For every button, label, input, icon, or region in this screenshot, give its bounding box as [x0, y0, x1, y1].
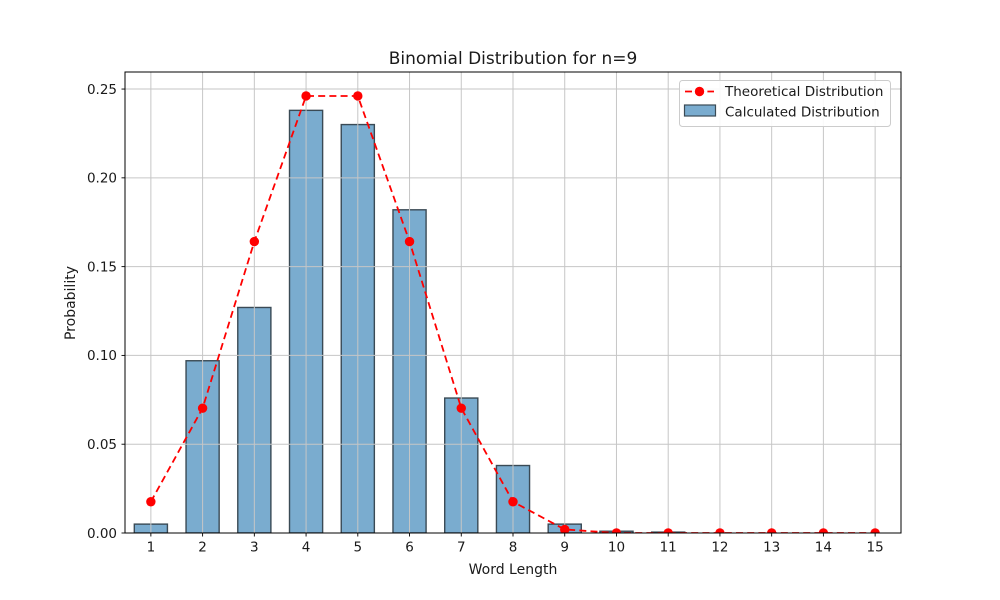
- y-tick-label: 0.10: [87, 348, 117, 364]
- y-tick-label: 0.20: [87, 171, 117, 187]
- y-tick-label: 0.25: [87, 82, 117, 98]
- x-axis-label: Word Length: [469, 562, 558, 578]
- legend-circle-marker-icon: [694, 86, 705, 97]
- x-tick-label: 1: [147, 540, 156, 556]
- theoretical-marker: [715, 528, 725, 533]
- x-tick-label: 13: [763, 540, 780, 556]
- y-tick-label: 0.15: [87, 259, 117, 275]
- x-tick-label: 6: [405, 540, 414, 556]
- theoretical-marker: [249, 236, 260, 247]
- x-tick-label: 5: [354, 540, 363, 556]
- theoretical-marker: [146, 497, 156, 507]
- theoretical-marker: [353, 91, 363, 101]
- x-tick-label: 9: [560, 540, 569, 556]
- x-tick-label: 7: [457, 540, 466, 556]
- theoretical-marker: [301, 91, 311, 101]
- y-axis-label: Probability: [63, 266, 79, 340]
- x-tick-label: 12: [711, 540, 728, 556]
- theoretical-marker: [508, 497, 518, 507]
- legend-entry-calculated: Calculated Distribution: [725, 105, 880, 121]
- x-tick-label: 10: [608, 540, 625, 556]
- x-tick-label: 15: [867, 540, 884, 556]
- x-tick-label: 4: [302, 540, 311, 556]
- x-tick-label: 3: [250, 540, 259, 556]
- legend-entry-theoretical: Theoretical Distribution: [724, 84, 883, 100]
- theoretical-marker: [197, 403, 208, 413]
- x-tick-label: 8: [509, 540, 518, 556]
- legend: Theoretical Distribution Calculated Dist…: [679, 80, 891, 127]
- y-tick-label: 0.05: [87, 437, 117, 453]
- theoretical-marker: [456, 403, 466, 413]
- chart-title: Binomial Distribution for n=9: [389, 49, 638, 69]
- theoretical-marker: [870, 528, 880, 533]
- theoretical-marker: [560, 524, 570, 533]
- x-tick-label: 14: [815, 540, 832, 556]
- theoretical-marker: [818, 528, 829, 533]
- axes-layer: 1 2 3 4 5 6 7 8 9 10 11 12 13 14 150.000.050.100.150.2…: [87, 71, 902, 556]
- x-tick-label: 11: [660, 540, 677, 556]
- y-tick-label: 0.00: [87, 526, 117, 542]
- legend-bar-swatch: [683, 104, 717, 117]
- theoretical-marker: [611, 528, 622, 533]
- theoretical-marker: [404, 236, 415, 247]
- theoretical-marker: [663, 528, 673, 533]
- legend-box: [679, 80, 891, 127]
- line-layer: [146, 91, 880, 533]
- x-tick-label: 2: [198, 540, 207, 556]
- theoretical-marker: [766, 528, 777, 533]
